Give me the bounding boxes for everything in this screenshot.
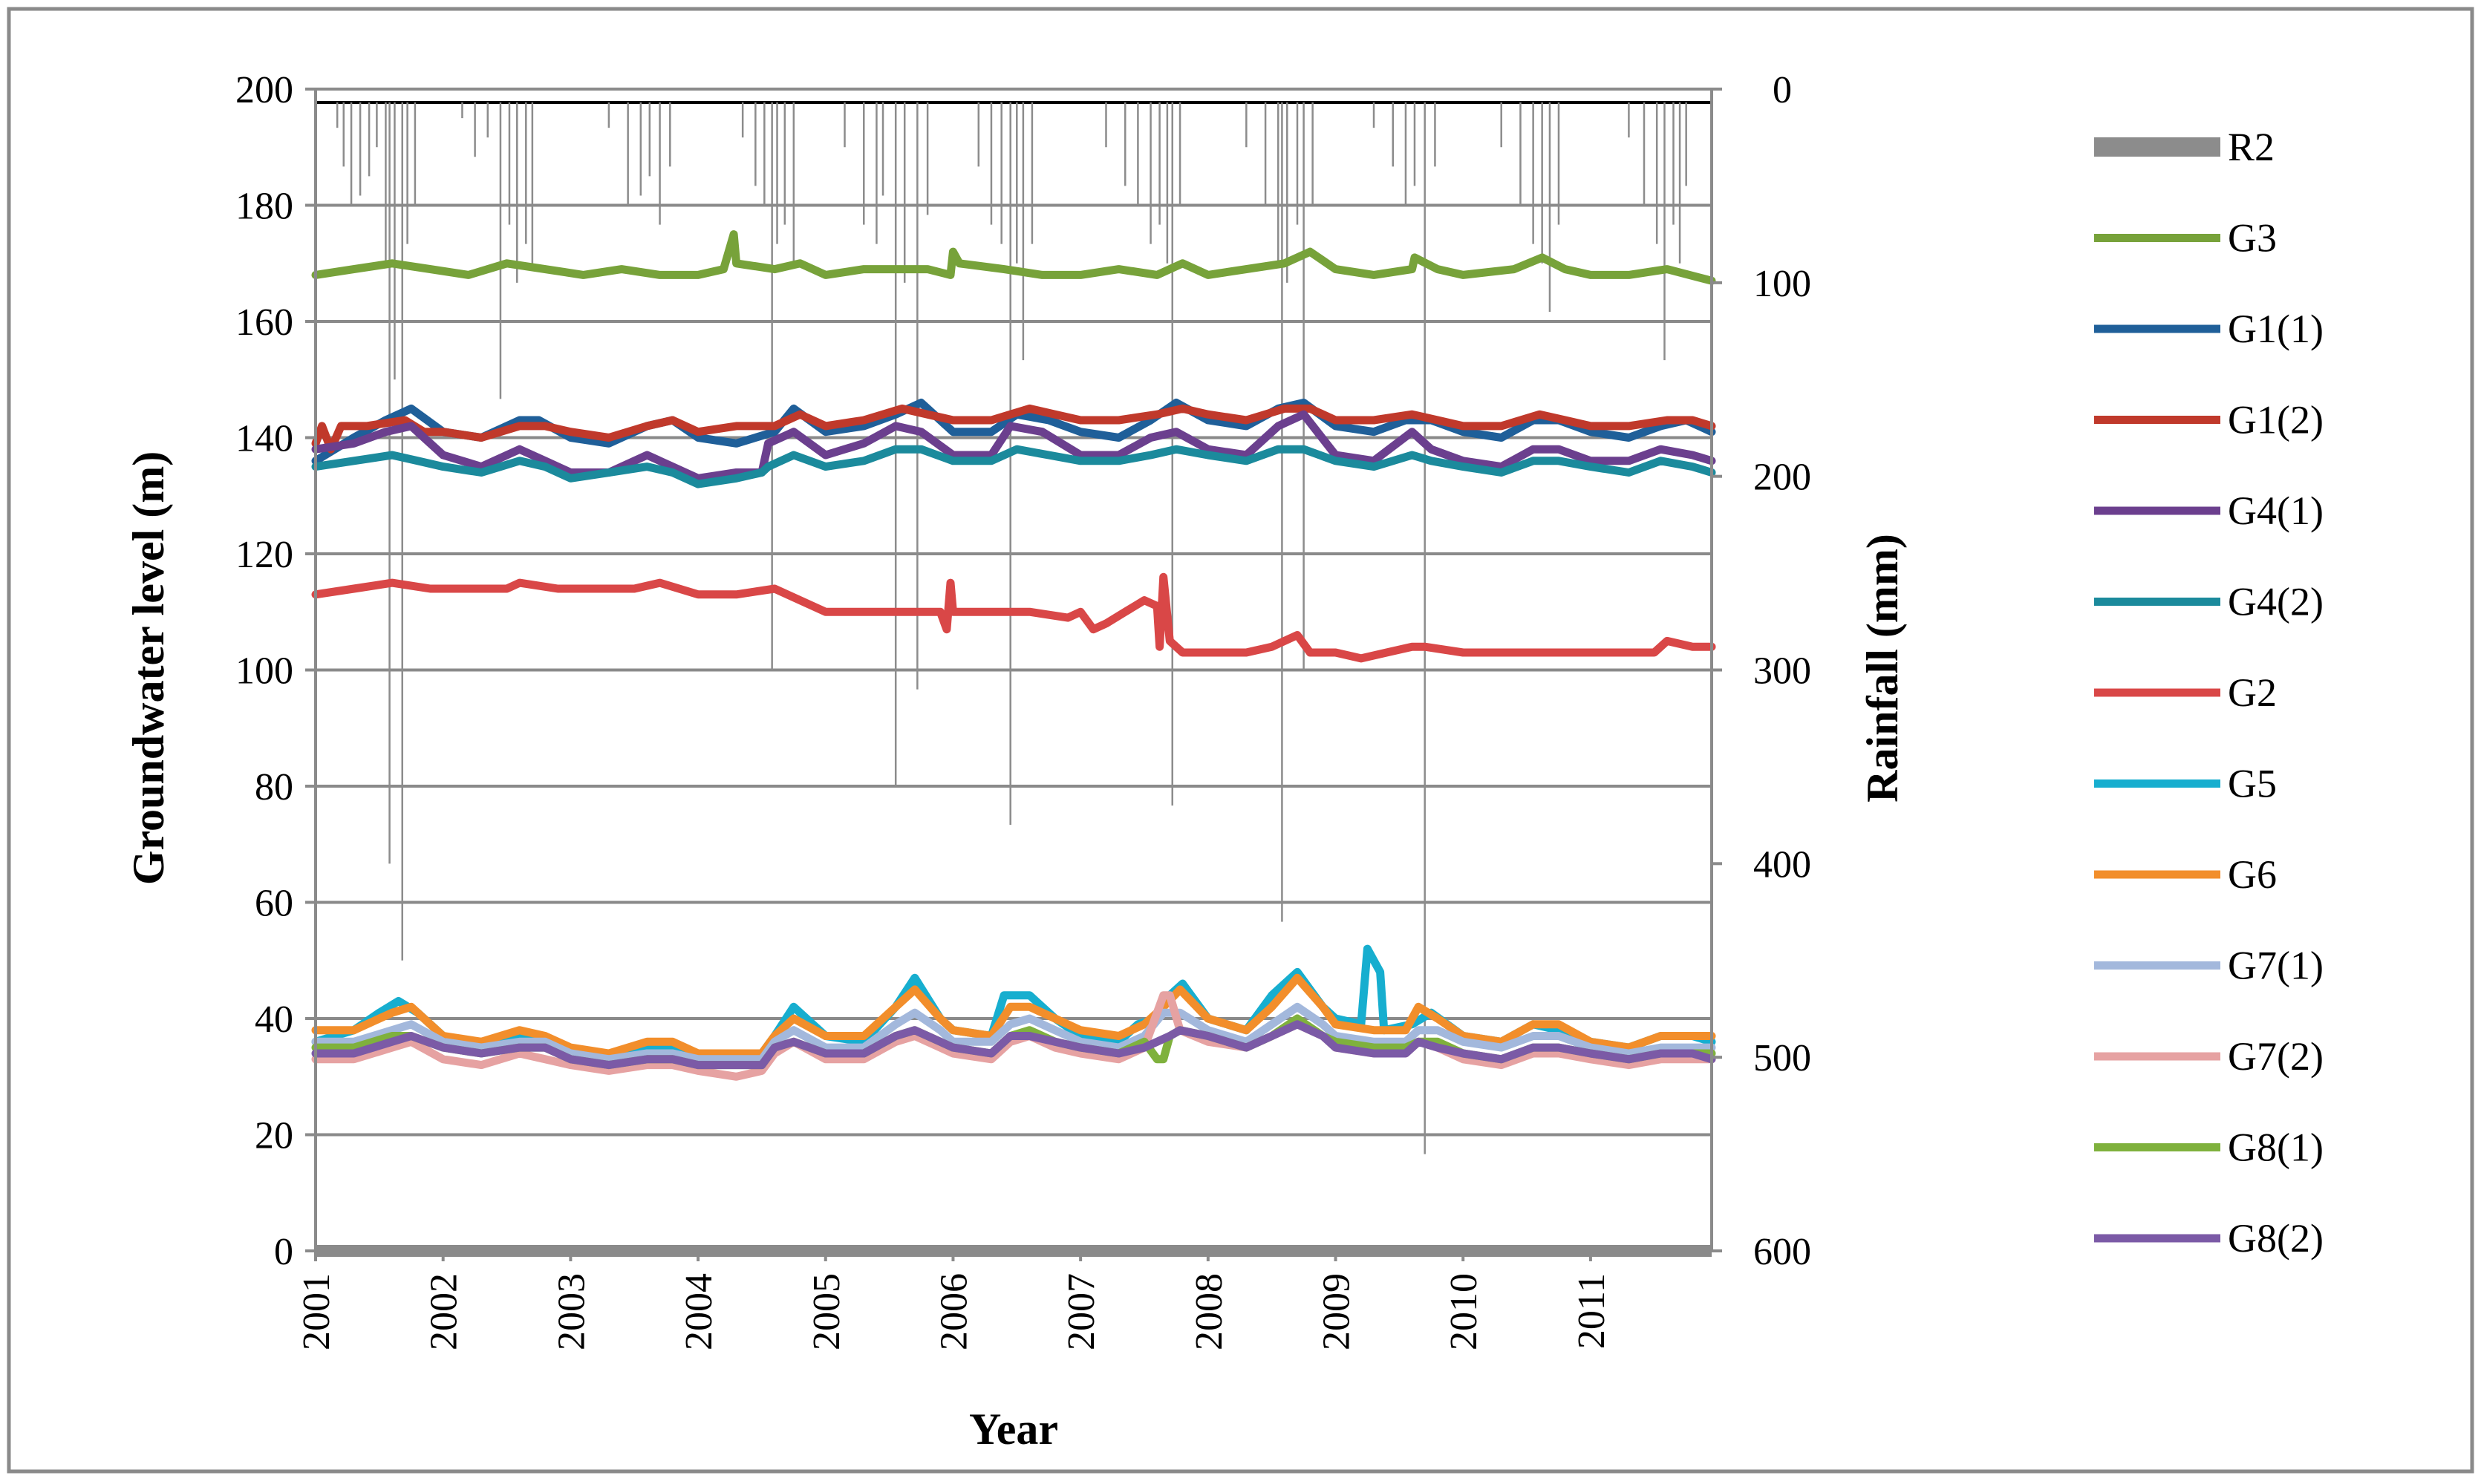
y2-tick-label-300: 300 [1753, 650, 1811, 693]
x-tick-label-2001: 2001 [296, 1273, 338, 1350]
y2-axis-title: Rainfall (mm) [1858, 534, 1907, 803]
y-tick-label-40: 40 [255, 998, 293, 1041]
legend-label-g4-1: G4(1) [2228, 488, 2324, 533]
x-tick-label-2010: 2010 [1443, 1273, 1485, 1350]
y2-tick-label-100: 100 [1753, 263, 1811, 305]
y-tick-label-80: 80 [255, 766, 293, 808]
figure-border [7, 7, 2474, 1474]
x-tick-label-2002: 2002 [423, 1273, 466, 1350]
legend-label-g3: G3 [2228, 216, 2277, 261]
series-line-g4-2 [311, 445, 1716, 488]
legend-label-g7-1: G7(1) [2228, 944, 2324, 988]
legend-label-g1-1: G1(1) [2228, 307, 2324, 351]
groundwater-series [311, 230, 1716, 1081]
y2-tick-label-500: 500 [1753, 1037, 1811, 1079]
legend-label-g6: G6 [2228, 852, 2277, 897]
y-tick-label-20: 20 [255, 1115, 293, 1157]
legend-label-g4-2: G4(2) [2228, 580, 2324, 624]
series-line-g7-1 [311, 1002, 1716, 1064]
series-line-g1-2 [311, 404, 1716, 454]
x-axis-line [316, 1245, 1712, 1257]
series-line-g3 [311, 230, 1716, 285]
series-line-g8-2 [311, 1020, 1716, 1070]
y2-tick-label-400: 400 [1753, 843, 1811, 886]
y-tick-label-200: 200 [235, 69, 293, 111]
x-tick-label-2007: 2007 [1060, 1273, 1103, 1350]
legend-label-g7-2: G7(2) [2228, 1034, 2324, 1079]
y-tick-label-120: 120 [235, 534, 293, 576]
y-tick-label-160: 160 [235, 301, 293, 344]
x-axis-title: Year [969, 1405, 1058, 1454]
x-tick-label-2009: 2009 [1316, 1273, 1358, 1350]
x-tick-label-2006: 2006 [933, 1273, 975, 1350]
axes [305, 88, 1722, 1261]
y-tick-label-180: 180 [235, 186, 293, 228]
x-tick-label-2005: 2005 [806, 1273, 848, 1350]
y-tick-label-0: 0 [274, 1231, 293, 1273]
x-tick-label-2004: 2004 [678, 1273, 720, 1350]
y-tick-label-100: 100 [235, 650, 293, 693]
y-tick-label-140: 140 [235, 418, 293, 460]
x-tick-label-2011: 2011 [1571, 1273, 1613, 1349]
y-axis-title: Groundwater level (m) [124, 451, 173, 885]
rainfall-bars [316, 101, 1712, 1154]
y2-tick-label-0: 0 [1773, 69, 1792, 111]
series-line-g4-1 [311, 410, 1716, 483]
y2-tick-label-200: 200 [1753, 457, 1811, 499]
y2-tick-label-600: 600 [1753, 1231, 1811, 1273]
legend-label-g2: G2 [2228, 670, 2277, 715]
legend-label-g1-2: G1(2) [2228, 398, 2324, 442]
legend-label-g5: G5 [2228, 762, 2277, 806]
tick-labels: 0 20 40 60 80 100 120 140 160 180 200 0 100 200 300 400… [235, 69, 1811, 1350]
x-tick-label-2008: 2008 [1188, 1273, 1230, 1350]
legend-label-r2: R2 [2228, 125, 2275, 169]
legend-label-g8-1: G8(1) [2228, 1125, 2324, 1170]
x-tick-label-2003: 2003 [550, 1273, 593, 1350]
series-line-g2 [311, 572, 1716, 663]
series-line-g6 [311, 973, 1716, 1058]
y-tick-label-60: 60 [255, 883, 293, 925]
legend: R2 G3 G1(1) G1(2) G4(1) G4(2) G2 G5 G6 G7(1) G7(2)… [2094, 125, 2324, 1261]
legend-swatch-r2 [2094, 137, 2220, 157]
legend-label-g8-2: G8(2) [2228, 1216, 2324, 1261]
